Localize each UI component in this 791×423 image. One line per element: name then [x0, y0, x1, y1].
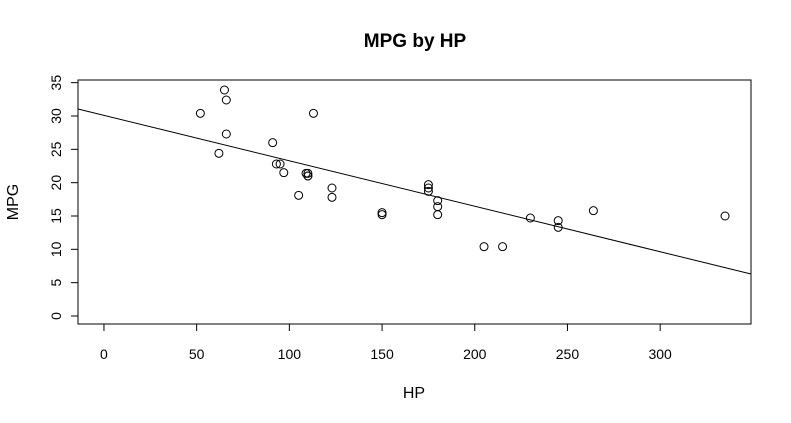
data-point	[303, 171, 313, 181]
data-point	[271, 159, 281, 169]
data-point	[221, 95, 231, 105]
data-point	[294, 190, 304, 200]
data-point	[423, 183, 433, 193]
chart-title: MPG by HP	[364, 31, 467, 52]
data-point	[423, 180, 433, 190]
x-tick-label: 150	[370, 346, 394, 362]
data-point	[377, 208, 387, 218]
data-point	[498, 242, 508, 252]
data-point	[275, 159, 285, 169]
x-tick-label: 300	[648, 346, 672, 362]
data-point	[301, 168, 311, 178]
regression-line	[77, 108, 752, 275]
plot-frame	[77, 79, 752, 325]
data-point	[525, 213, 535, 223]
data-point	[195, 108, 205, 118]
data-point	[221, 129, 231, 139]
data-point	[433, 210, 443, 220]
regression-line-layer	[77, 108, 752, 275]
data-point	[479, 242, 489, 252]
y-tick-label: 10	[48, 241, 64, 257]
y-tick-label: 5	[48, 279, 64, 287]
data-point	[279, 168, 289, 178]
y-axis-label: MPG	[5, 184, 22, 220]
x-tick-label: 250	[556, 346, 580, 362]
x-tick-label: 0	[100, 346, 108, 362]
data-point	[588, 206, 598, 216]
data-point	[268, 138, 278, 148]
y-tick-label: 20	[48, 175, 64, 191]
x-axis: 0 50 100 150 200 250 300	[100, 323, 672, 362]
x-tick-label: 200	[463, 346, 487, 362]
data-point	[423, 186, 433, 196]
data-point	[433, 196, 443, 206]
y-tick-label: 30	[48, 108, 64, 124]
x-tick-label: 100	[278, 346, 302, 362]
y-tick-label: 0	[48, 312, 64, 320]
data-point	[377, 210, 387, 220]
data-points	[195, 85, 730, 252]
data-point	[327, 183, 337, 193]
data-point	[308, 108, 318, 118]
data-point	[553, 222, 563, 232]
y-tick-label: 25	[48, 141, 64, 157]
y-tick-label: 15	[48, 208, 64, 224]
data-point	[553, 216, 563, 226]
data-point	[720, 211, 730, 221]
data-point	[214, 148, 224, 158]
x-axis-label: HP	[403, 385, 425, 402]
x-tick-label: 50	[189, 346, 205, 362]
data-point	[327, 192, 337, 202]
data-point	[219, 85, 229, 95]
y-tick-label: 35	[48, 75, 64, 91]
y-axis: 0 5 10 15 20 25 30 35	[48, 75, 79, 320]
